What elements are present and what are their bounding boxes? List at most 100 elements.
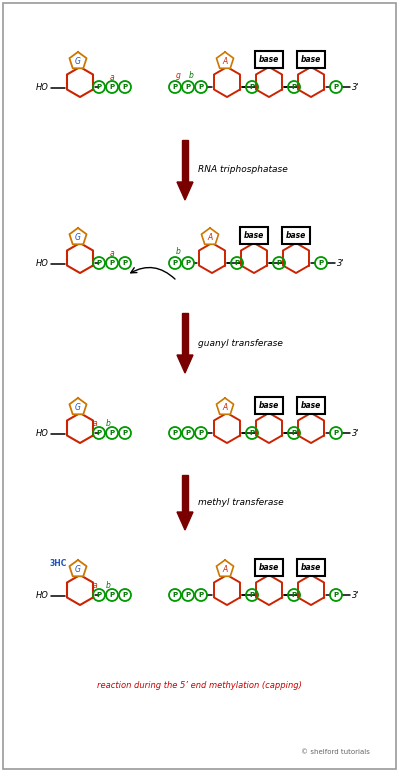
Text: P: P bbox=[334, 592, 339, 598]
Polygon shape bbox=[216, 398, 233, 415]
Text: P: P bbox=[249, 84, 255, 90]
Text: P: P bbox=[318, 260, 324, 266]
Text: P: P bbox=[172, 260, 178, 266]
FancyBboxPatch shape bbox=[297, 558, 325, 575]
Polygon shape bbox=[69, 398, 87, 415]
Text: P: P bbox=[97, 592, 102, 598]
Text: P: P bbox=[109, 592, 115, 598]
Text: a: a bbox=[110, 73, 114, 82]
Text: A: A bbox=[222, 402, 227, 411]
Text: HO: HO bbox=[36, 591, 49, 601]
Polygon shape bbox=[177, 182, 193, 200]
Polygon shape bbox=[67, 413, 93, 443]
Polygon shape bbox=[67, 243, 93, 273]
Polygon shape bbox=[177, 512, 193, 530]
Text: HO: HO bbox=[36, 429, 49, 438]
Text: G: G bbox=[75, 56, 81, 66]
Text: 3': 3' bbox=[352, 428, 359, 438]
Text: a: a bbox=[93, 418, 97, 428]
Polygon shape bbox=[256, 413, 282, 443]
Text: HO: HO bbox=[36, 83, 49, 93]
Text: G: G bbox=[75, 564, 81, 574]
FancyBboxPatch shape bbox=[255, 50, 283, 67]
Polygon shape bbox=[241, 243, 267, 273]
Text: 3HC: 3HC bbox=[49, 560, 67, 568]
Text: P: P bbox=[198, 592, 203, 598]
Text: P: P bbox=[97, 260, 102, 266]
Polygon shape bbox=[182, 475, 188, 512]
Text: A: A bbox=[207, 232, 213, 242]
Polygon shape bbox=[67, 67, 93, 97]
Text: reaction during the 5’ end methylation (capping): reaction during the 5’ end methylation (… bbox=[97, 680, 301, 689]
Text: 3': 3' bbox=[352, 83, 359, 92]
Text: base: base bbox=[259, 55, 279, 63]
FancyBboxPatch shape bbox=[297, 397, 325, 414]
Text: base: base bbox=[244, 231, 264, 239]
Polygon shape bbox=[182, 313, 188, 355]
Text: P: P bbox=[291, 430, 296, 436]
FancyBboxPatch shape bbox=[255, 397, 283, 414]
Text: g: g bbox=[176, 72, 180, 80]
Polygon shape bbox=[298, 67, 324, 97]
Text: P: P bbox=[291, 592, 296, 598]
Text: P: P bbox=[277, 260, 282, 266]
Polygon shape bbox=[298, 413, 324, 443]
Text: guanyl transferase: guanyl transferase bbox=[198, 338, 283, 347]
Polygon shape bbox=[216, 560, 233, 576]
Text: a: a bbox=[93, 581, 97, 590]
Text: P: P bbox=[334, 84, 339, 90]
Polygon shape bbox=[214, 413, 240, 443]
Text: P: P bbox=[97, 84, 102, 90]
Polygon shape bbox=[67, 575, 93, 605]
Polygon shape bbox=[199, 243, 225, 273]
Polygon shape bbox=[216, 52, 233, 68]
FancyBboxPatch shape bbox=[255, 558, 283, 575]
Text: P: P bbox=[122, 592, 128, 598]
Text: © shelford tutorials: © shelford tutorials bbox=[301, 749, 370, 755]
Polygon shape bbox=[214, 67, 240, 97]
FancyBboxPatch shape bbox=[240, 226, 268, 243]
Text: P: P bbox=[291, 84, 296, 90]
Text: P: P bbox=[186, 592, 191, 598]
Text: P: P bbox=[109, 260, 115, 266]
Polygon shape bbox=[256, 67, 282, 97]
Text: HO: HO bbox=[36, 259, 49, 269]
Text: 3': 3' bbox=[337, 259, 345, 268]
Text: base: base bbox=[301, 563, 321, 571]
Text: A: A bbox=[222, 564, 227, 574]
Text: methyl transferase: methyl transferase bbox=[198, 498, 284, 507]
FancyBboxPatch shape bbox=[282, 226, 310, 243]
Text: P: P bbox=[249, 592, 255, 598]
Polygon shape bbox=[214, 575, 240, 605]
Text: base: base bbox=[259, 401, 279, 409]
Text: P: P bbox=[249, 430, 255, 436]
Polygon shape bbox=[69, 560, 87, 576]
Text: P: P bbox=[186, 84, 191, 90]
Text: P: P bbox=[109, 430, 115, 436]
Text: P: P bbox=[109, 84, 115, 90]
Text: base: base bbox=[286, 231, 306, 239]
Text: P: P bbox=[186, 260, 191, 266]
Text: b: b bbox=[189, 72, 194, 80]
Polygon shape bbox=[69, 52, 87, 68]
Text: P: P bbox=[122, 260, 128, 266]
Text: RNA triphosphatase: RNA triphosphatase bbox=[198, 165, 288, 174]
Text: P: P bbox=[334, 430, 339, 436]
Text: base: base bbox=[259, 563, 279, 571]
Text: base: base bbox=[301, 401, 321, 409]
Text: P: P bbox=[198, 430, 203, 436]
Polygon shape bbox=[298, 575, 324, 605]
Text: G: G bbox=[75, 232, 81, 242]
Text: P: P bbox=[198, 84, 203, 90]
Text: b: b bbox=[106, 581, 111, 590]
Text: b: b bbox=[176, 248, 180, 256]
Polygon shape bbox=[69, 228, 87, 244]
Text: P: P bbox=[235, 260, 239, 266]
Text: P: P bbox=[172, 592, 178, 598]
Text: 3': 3' bbox=[352, 591, 359, 600]
Text: a: a bbox=[110, 249, 114, 258]
Polygon shape bbox=[177, 355, 193, 373]
Text: A: A bbox=[222, 56, 227, 66]
Text: base: base bbox=[301, 55, 321, 63]
Text: P: P bbox=[172, 84, 178, 90]
